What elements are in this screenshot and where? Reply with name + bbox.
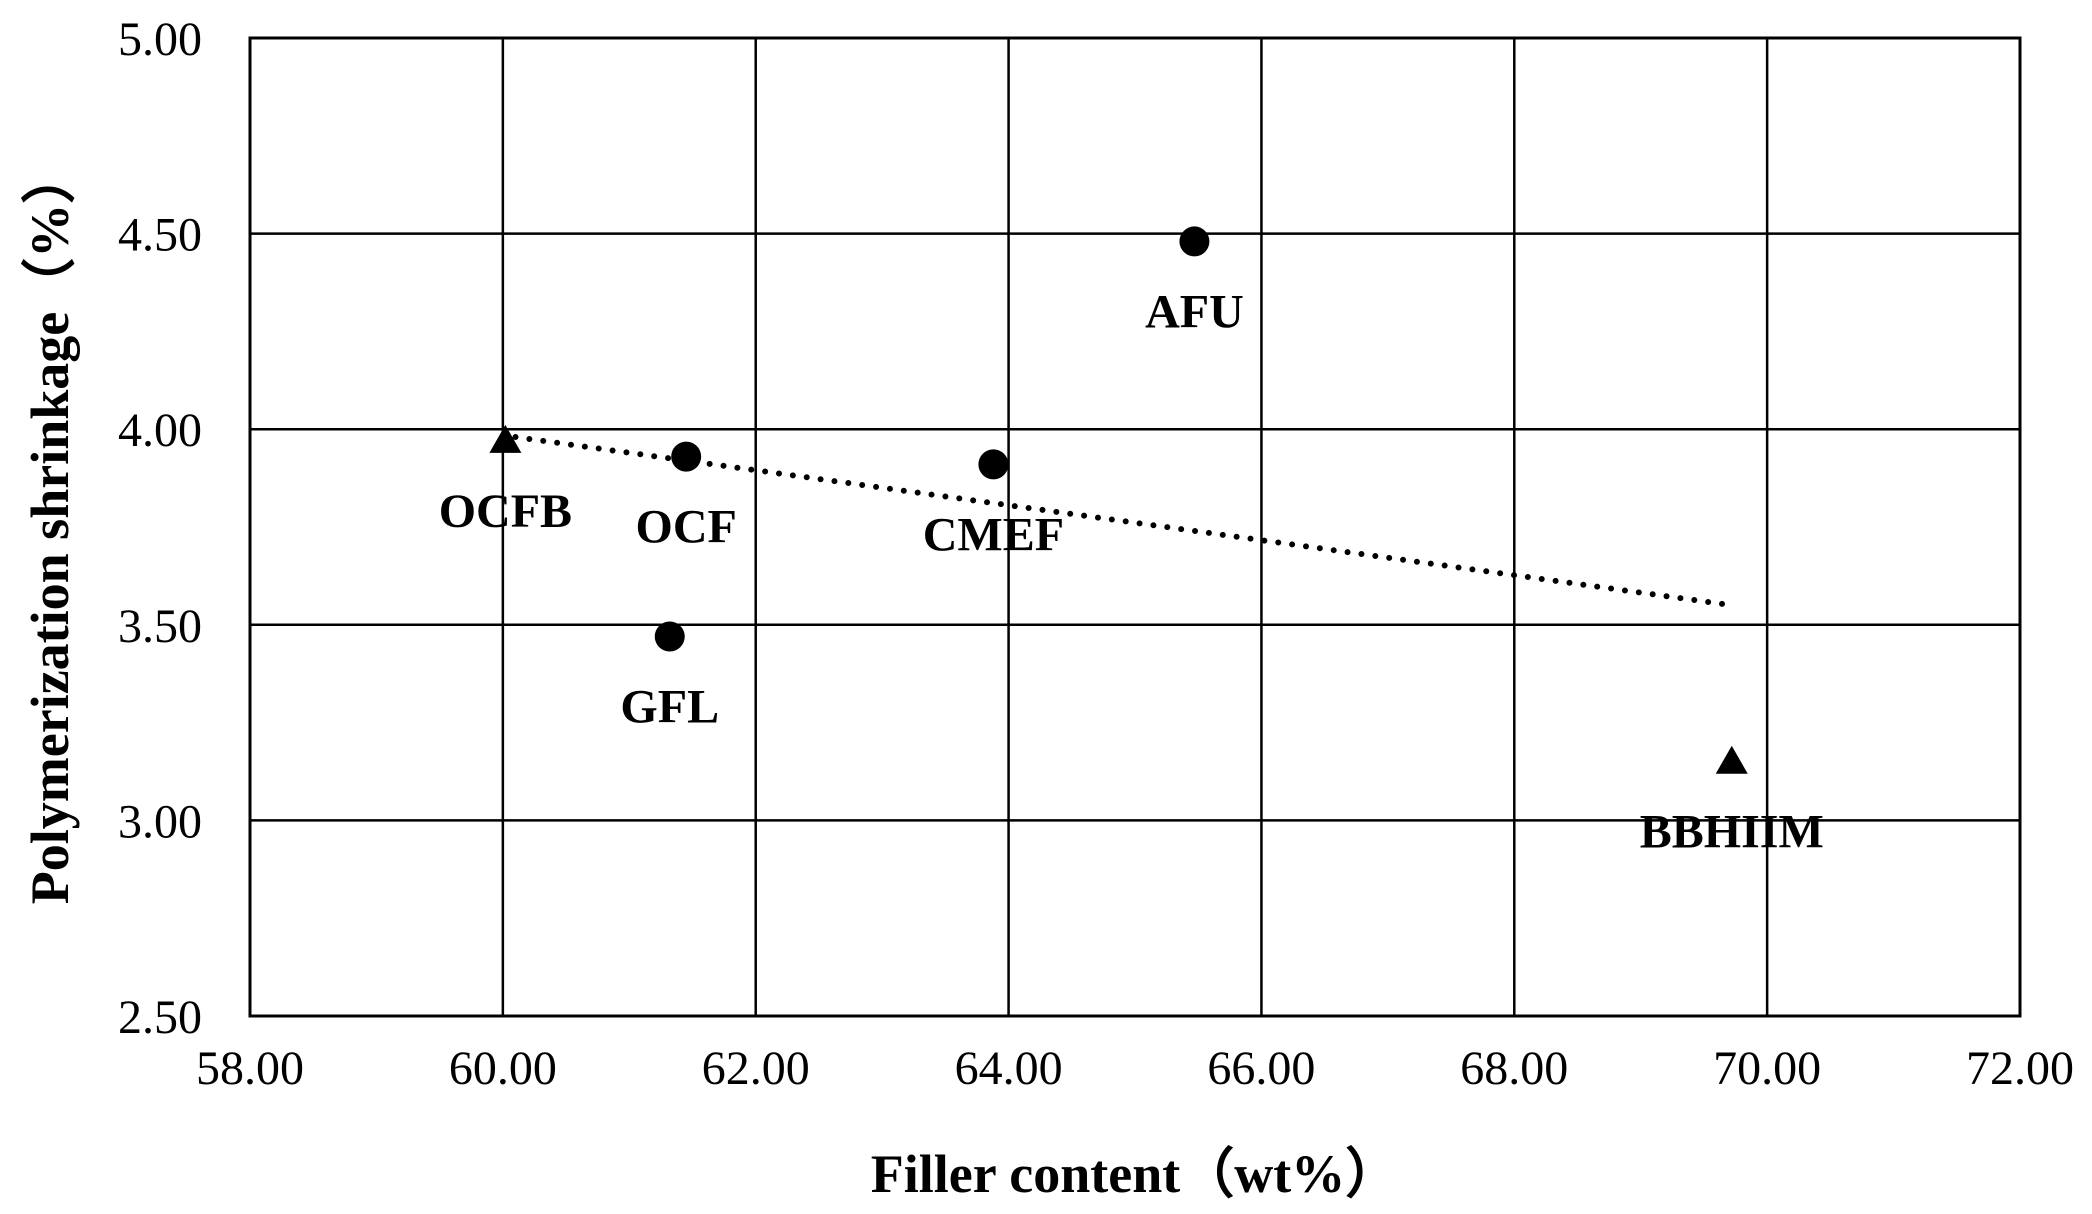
trendline-layer — [512, 434, 1735, 609]
y-tick-label: 3.00 — [118, 795, 202, 848]
x-tick-label: 66.00 — [1207, 1042, 1315, 1095]
x-tick-label: 72.00 — [1966, 1042, 2074, 1095]
y-tick-label: 5.00 — [118, 13, 202, 66]
point-label-bbhiim: BBHIIM — [1640, 806, 1824, 859]
data-point-ocf — [671, 441, 702, 472]
data-point-afu — [1179, 226, 1210, 257]
y-tick-label: 3.50 — [118, 600, 202, 653]
y-tick-label: 4.00 — [118, 404, 202, 457]
y-tick-label: 2.50 — [118, 991, 202, 1044]
data-point-ocfb — [489, 424, 522, 453]
tick-labels: 58.00 60.00 62.00 64.00 66.00 68.00 70.00 72.00… — [118, 13, 2074, 1095]
data-points — [489, 226, 1748, 774]
x-tick-label: 62.00 — [702, 1042, 810, 1095]
point-label-ocfb: OCFB — [439, 485, 572, 538]
x-tick-label: 58.00 — [196, 1042, 304, 1095]
point-label-afu: AFU — [1145, 285, 1244, 338]
trendline — [512, 434, 1735, 609]
x-tick-label: 64.00 — [955, 1042, 1063, 1095]
x-axis-title: Filler content（wt%） — [871, 1144, 1399, 1204]
data-point-cmef — [978, 449, 1009, 480]
point-label-ocf: OCF — [636, 501, 737, 554]
plot-area-border — [248, 36, 2022, 1018]
data-point-gfl — [654, 621, 685, 652]
x-tick-label: 60.00 — [449, 1042, 557, 1095]
point-label-cmef: CMEF — [923, 508, 1064, 561]
y-tick-label: 4.50 — [118, 209, 202, 262]
data-point-bbhiim — [1715, 745, 1748, 774]
point-labels: OCFB OCF GFL CMEF AFU BBHIIM — [439, 285, 1824, 858]
x-tick-label: 70.00 — [1713, 1042, 1821, 1095]
x-tick-label: 68.00 — [1460, 1042, 1568, 1095]
point-label-gfl: GFL — [620, 681, 719, 734]
y-axis-title: Polymerization shrinkage（%） — [20, 150, 80, 904]
